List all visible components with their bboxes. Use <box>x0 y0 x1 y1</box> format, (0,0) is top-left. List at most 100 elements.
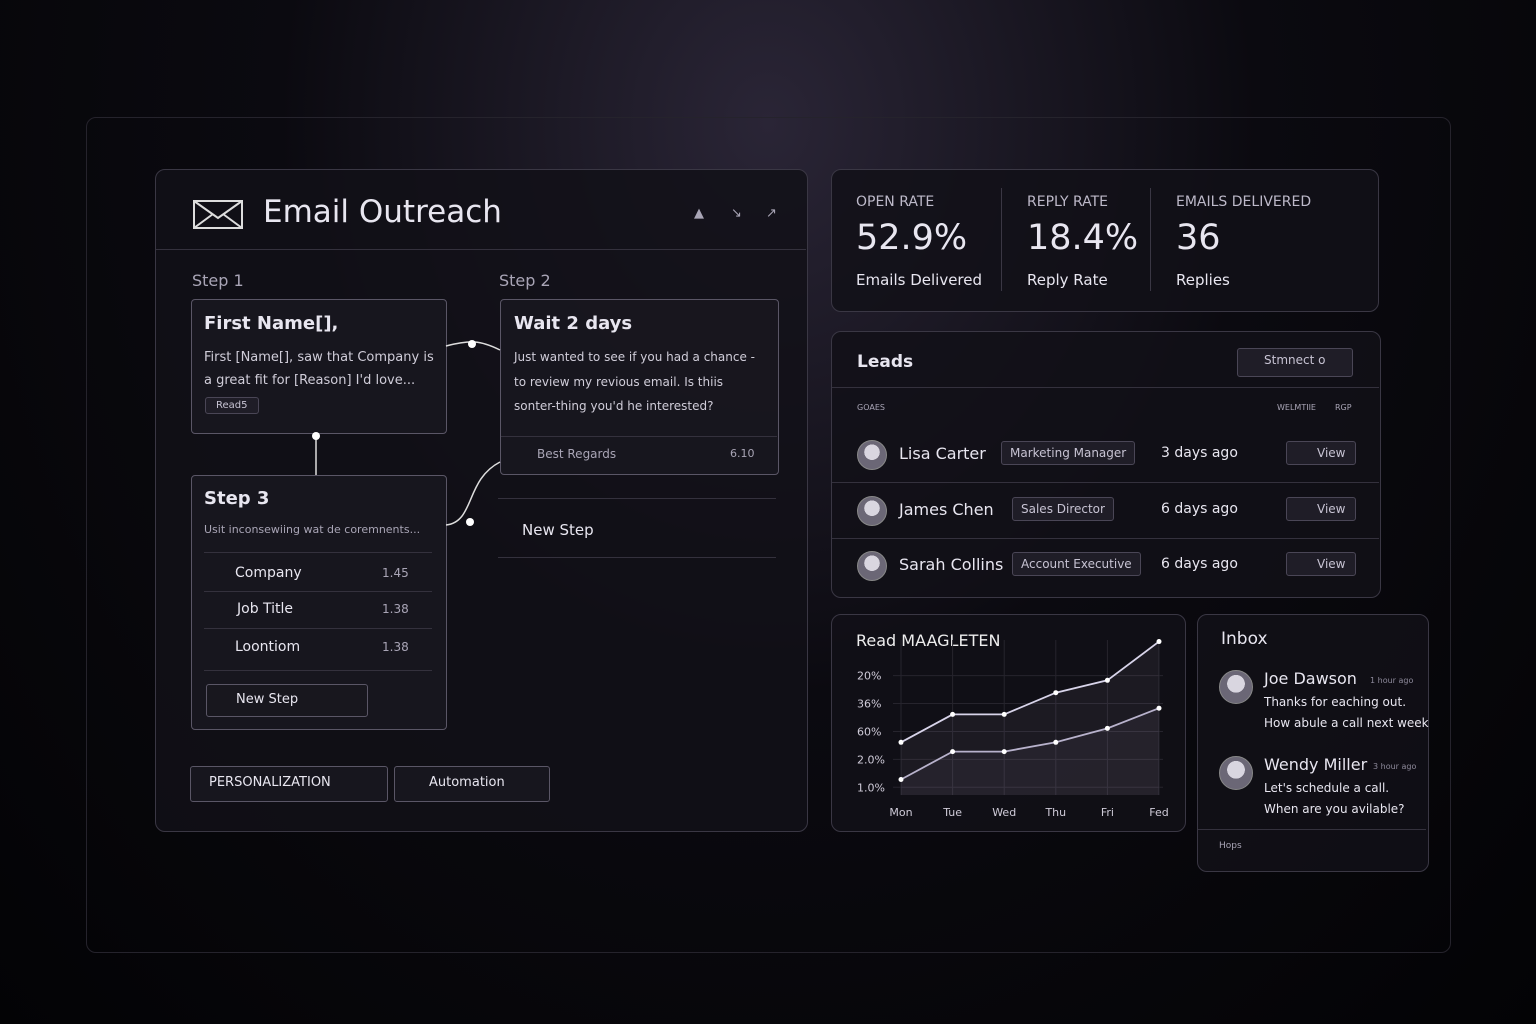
sender[interactable]: Wendy Miller <box>1264 755 1368 774</box>
view-button[interactable]: View <box>1286 552 1357 576</box>
message-line: Let's schedule a call. <box>1264 781 1390 795</box>
chart-title: Read MAAGLETEN <box>856 631 1000 650</box>
lead-role: Marketing Manager <box>1001 441 1136 465</box>
point <box>1053 739 1059 745</box>
card-title: Wait 2 days <box>514 313 633 334</box>
card-title: First Name[], <box>204 313 339 334</box>
area <box>901 708 1159 795</box>
connector-node <box>466 518 474 526</box>
search[interactable]: Stmnect o <box>1237 348 1353 377</box>
stats-panel <box>831 169 1379 312</box>
view-button[interactable]: View <box>1286 441 1357 465</box>
field-label[interactable]: Company <box>235 565 302 581</box>
message-line: How abule a call next week <box>1264 716 1429 730</box>
stat-label: EMAILS DELIVERED <box>1176 194 1312 210</box>
lead-name[interactable]: James Chen <box>899 500 994 519</box>
y-tick-label: 36% <box>857 698 881 711</box>
chart-panel <box>831 614 1186 832</box>
y-tick-label: 20% <box>857 670 881 683</box>
frame <box>86 117 1451 953</box>
tab-label: Automation <box>429 775 505 790</box>
inbox-title: Inbox <box>1221 629 1268 649</box>
area <box>901 641 1159 795</box>
x-tick-label: Wed <box>992 806 1016 819</box>
message-line: When are you avilable? <box>1264 802 1405 816</box>
divider <box>1150 188 1151 291</box>
y-tick-label: 60% <box>857 725 881 738</box>
stat-caption: Emails Delivered <box>856 271 983 289</box>
point <box>1001 749 1007 755</box>
lead-role: Sales Director <box>1012 497 1114 521</box>
divider <box>498 557 776 558</box>
step-card[interactable] <box>500 299 779 475</box>
avatar <box>857 496 887 526</box>
x-tick-label: Fed <box>1149 806 1168 819</box>
sender[interactable]: Joe Dawson <box>1264 669 1357 688</box>
card-body: Just wanted to see if you had a chance -… <box>514 350 755 413</box>
card-footer: Best Regards <box>537 447 617 461</box>
connector-node <box>312 432 320 440</box>
field-label[interactable]: Loontiom <box>235 639 301 655</box>
card-body: First [Name[], saw that Company is a gre… <box>204 350 434 388</box>
avatar <box>1219 756 1253 790</box>
icon-button[interactable]: ▲ <box>694 206 704 221</box>
stat-value: 36 <box>1176 218 1221 258</box>
lead-name[interactable]: Lisa Carter <box>899 444 986 463</box>
new-step[interactable]: New Step <box>522 521 594 539</box>
y-tick-label: 2.0% <box>857 753 885 766</box>
divider <box>204 552 432 553</box>
step-card[interactable] <box>191 299 447 434</box>
point <box>1001 711 1007 717</box>
point <box>1053 690 1059 696</box>
connector <box>445 461 501 526</box>
x-tick-label: Mon <box>889 806 912 819</box>
divider <box>501 436 777 437</box>
column-header: RGP <box>1335 403 1352 412</box>
avatar <box>857 440 887 470</box>
divider <box>156 249 806 250</box>
stat-caption: Replies <box>1176 271 1230 289</box>
line <box>900 640 1160 744</box>
stat-caption: Reply Rate <box>1027 271 1108 289</box>
lead-role: Account Executive <box>1012 552 1141 576</box>
x-tick-label: Tue <box>942 806 962 819</box>
divider <box>204 628 432 629</box>
view-button[interactable]: View <box>1286 497 1357 521</box>
field-label[interactable]: Job Title <box>237 601 294 617</box>
card-subtitle: Usit inconsewiing wat de coremnents... <box>204 523 421 536</box>
stat-value: 18.4% <box>1027 218 1139 258</box>
point <box>898 777 904 782</box>
line <box>900 707 1160 781</box>
stat-label: OPEN RATE <box>856 194 935 210</box>
message-line: Thanks for eaching out. <box>1264 695 1407 709</box>
lead-time: 3 days ago <box>1161 445 1238 461</box>
x-tick-label: Thu <box>1044 806 1066 819</box>
point <box>950 711 956 717</box>
divider <box>204 670 432 671</box>
icon-button[interactable]: ↘ <box>731 206 742 221</box>
inbox-footer[interactable]: Hops <box>1219 841 1242 851</box>
y-tick-label: 1.0% <box>857 781 885 794</box>
divider <box>832 387 1379 388</box>
point <box>1104 725 1110 731</box>
field-value: 1.38 <box>382 640 409 654</box>
connector-node <box>468 340 476 348</box>
divider <box>204 591 432 592</box>
tag: Read5 <box>205 397 259 414</box>
avatar <box>1219 670 1253 704</box>
button-label: New Step <box>236 692 299 707</box>
leads-title[interactable]: Leads <box>857 352 914 372</box>
point <box>1156 639 1162 645</box>
button[interactable] <box>206 684 368 717</box>
tab-label: PERSONALIZATION <box>209 775 331 790</box>
lead-time: 6 days ago <box>1161 556 1238 572</box>
tab[interactable] <box>394 766 550 802</box>
divider <box>832 482 1379 483</box>
field-value: 1.45 <box>382 566 409 580</box>
lead-name[interactable]: Sarah Collins <box>899 555 1004 574</box>
tab[interactable] <box>190 766 388 802</box>
icon-button[interactable]: ↗ <box>766 206 777 221</box>
mail-icon <box>193 200 243 229</box>
